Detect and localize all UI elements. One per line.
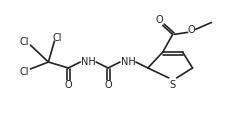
Text: O: O [188,25,195,35]
Text: Cl: Cl [20,37,29,47]
Text: O: O [104,80,112,90]
Text: NH: NH [121,57,135,67]
Text: S: S [170,80,176,90]
Text: Cl: Cl [20,67,29,77]
Text: NH: NH [81,57,96,67]
Text: O: O [64,80,72,90]
Text: Cl: Cl [53,33,62,43]
Text: O: O [156,15,164,25]
